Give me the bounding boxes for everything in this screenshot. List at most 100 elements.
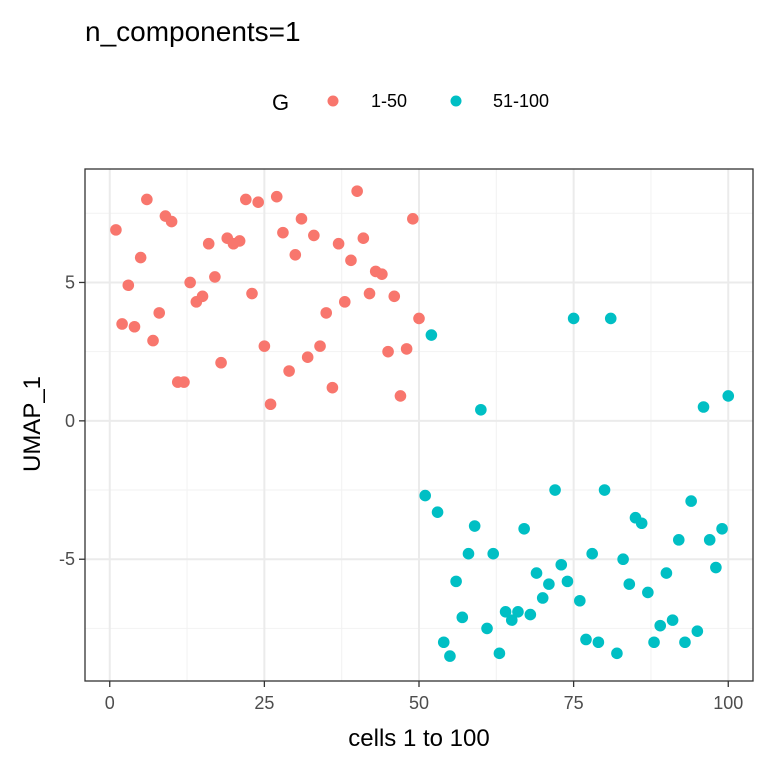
- data-point-51-100: [666, 614, 679, 626]
- data-point-51-100: [586, 547, 598, 560]
- data-point-51-100: [431, 506, 444, 518]
- data-point-51-100: [598, 484, 611, 496]
- data-point-51-100: [518, 522, 530, 535]
- axes: 0 25 50 75 100 -5 0 5: [59, 272, 743, 713]
- data-point-1-50: [215, 356, 227, 369]
- data-point-51-100: [487, 547, 500, 560]
- data-point-51-100: [642, 586, 654, 599]
- data-point-51-100: [536, 592, 549, 604]
- legend-key-1-50: [327, 95, 339, 107]
- x-tick-label: 25: [254, 693, 274, 713]
- data-point-51-100: [462, 547, 475, 560]
- data-point-1-50: [407, 213, 419, 225]
- chart-title: n_components=1: [85, 16, 301, 47]
- data-point-51-100: [592, 636, 605, 649]
- data-point-1-50: [270, 190, 283, 203]
- data-point-51-100: [499, 606, 512, 618]
- y-axis-label: UMAP_1: [19, 376, 46, 472]
- data-point-51-100: [549, 484, 561, 496]
- data-point-1-50: [382, 345, 394, 358]
- legend-label-51-100: 51-100: [493, 91, 549, 111]
- data-point-51-100: [512, 606, 524, 618]
- data-point-51-100: [425, 329, 438, 341]
- data-point-1-50: [332, 237, 345, 250]
- data-point-51-100: [493, 647, 506, 660]
- data-point-51-100: [635, 517, 648, 530]
- data-point-51-100: [505, 614, 518, 626]
- data-point-1-50: [128, 320, 141, 333]
- data-point-51-100: [623, 578, 636, 590]
- data-point-1-50: [363, 287, 376, 300]
- x-tick-label: 75: [564, 693, 584, 713]
- data-point-51-100: [697, 401, 710, 413]
- data-point-1-50: [153, 307, 166, 319]
- data-point-51-100: [567, 312, 580, 325]
- data-point-1-50: [320, 307, 333, 319]
- y-tick-label: 0: [65, 411, 75, 431]
- data-point-1-50: [400, 343, 413, 355]
- data-point-51-100: [617, 553, 629, 566]
- data-point-1-50: [209, 271, 221, 283]
- legend: G 1-50 51-100: [272, 90, 549, 115]
- data-point-51-100: [468, 520, 481, 532]
- data-point-1-50: [394, 390, 407, 402]
- data-point-1-50: [357, 232, 370, 244]
- data-point-51-100: [580, 633, 592, 646]
- data-point-1-50: [233, 235, 246, 247]
- data-point-1-50: [308, 229, 320, 242]
- data-point-1-50: [196, 290, 209, 303]
- data-point-1-50: [252, 196, 264, 209]
- data-point-51-100: [679, 636, 691, 649]
- data-point-51-100: [654, 619, 667, 632]
- legend-title: G: [272, 90, 289, 115]
- data-point-1-50: [301, 351, 314, 363]
- data-point-51-100: [555, 558, 568, 571]
- data-point-1-50: [110, 224, 122, 236]
- data-point-51-100: [604, 312, 617, 325]
- legend-key-51-100: [450, 95, 462, 107]
- data-point-1-50: [326, 381, 339, 394]
- data-point-1-50: [141, 193, 153, 206]
- x-axis-label: cells 1 to 100: [348, 725, 489, 752]
- data-point-51-100: [716, 522, 728, 535]
- data-point-51-100: [543, 578, 555, 590]
- data-point-1-50: [413, 312, 425, 325]
- data-point-51-100: [524, 608, 537, 621]
- data-point-1-50: [178, 376, 190, 388]
- x-tick-label: 50: [409, 693, 429, 713]
- data-point-51-100: [660, 567, 673, 579]
- y-tick-label: -5: [59, 549, 75, 569]
- data-point-51-100: [685, 495, 697, 507]
- data-point-51-100: [561, 575, 574, 588]
- x-tick-label: 0: [105, 693, 115, 713]
- y-tick-label: 5: [65, 272, 75, 292]
- data-point-1-50: [258, 340, 271, 352]
- data-point-1-50: [351, 185, 363, 197]
- data-point-1-50: [345, 254, 357, 267]
- data-point-51-100: [444, 650, 456, 662]
- data-point-1-50: [264, 398, 277, 411]
- data-point-51-100: [703, 534, 716, 546]
- data-point-51-100: [648, 636, 660, 649]
- data-point-1-50: [116, 318, 128, 330]
- data-point-51-100: [475, 403, 487, 416]
- data-points: [110, 185, 735, 662]
- data-point-1-50: [202, 237, 215, 250]
- data-point-51-100: [481, 622, 493, 635]
- data-point-1-50: [147, 334, 159, 347]
- data-point-51-100: [574, 594, 586, 607]
- data-point-51-100: [419, 489, 431, 502]
- data-point-1-50: [134, 251, 147, 264]
- data-point-1-50: [277, 226, 289, 239]
- data-point-51-100: [611, 647, 623, 660]
- data-point-1-50: [376, 268, 388, 280]
- data-point-51-100: [672, 534, 685, 546]
- data-point-1-50: [314, 340, 326, 352]
- data-point-1-50: [289, 248, 302, 261]
- data-point-51-100: [437, 636, 450, 649]
- data-point-1-50: [246, 287, 258, 300]
- data-point-1-50: [165, 215, 178, 228]
- data-point-1-50: [295, 213, 308, 225]
